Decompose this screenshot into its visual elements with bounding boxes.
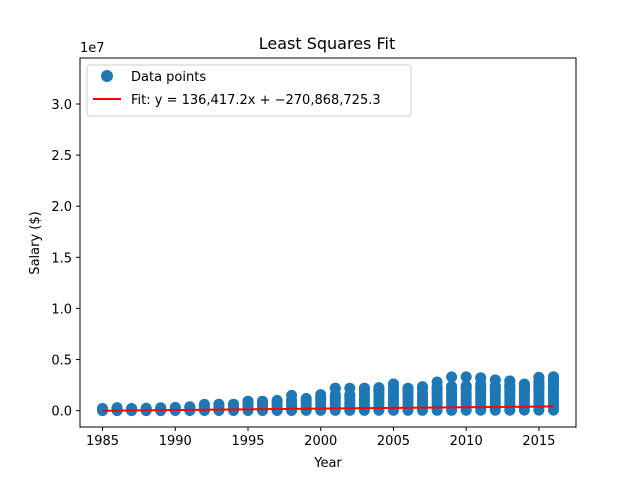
y-tick-label: 2.5 [51,149,72,164]
data-point [460,383,472,395]
data-point [504,383,516,395]
data-point [446,384,458,396]
data-point [475,372,487,384]
data-point [358,382,370,394]
x-tick-label: 2000 [304,434,337,449]
x-tick-label: 1995 [231,434,264,449]
x-axis-label: Year [313,456,342,471]
x-tick-label: 1990 [159,434,192,449]
data-point [518,384,530,396]
data-point [169,401,181,413]
y-tick-label: 3.0 [51,98,72,113]
data-point [475,383,487,395]
y-tick-label: 2.0 [51,200,72,215]
data-point [388,378,399,390]
y-tick-label: 0.5 [51,354,72,369]
y-tick-label: 1.0 [51,302,72,317]
legend: Data points Fit: y = 136,417.2x + −270,8… [86,64,412,117]
legend-points-label: Data points [131,70,206,85]
data-point [417,382,428,394]
y-axis-label: Salary ($) [28,211,43,274]
data-point [315,389,327,401]
data-point [126,403,138,414]
data-point [140,402,152,414]
y-axis: 0.0 0.5 1.0 1.5 2.0 2.5 3.0 [51,98,80,420]
y-offset-label: 1e7 [80,41,105,56]
data-point [271,394,283,406]
data-point [300,393,312,404]
data-point [286,389,298,401]
data-point [111,402,123,414]
data-point [213,398,225,410]
legend-fit-label: Fit: y = 136,417.2x + −270,868,725.3 [131,93,381,108]
legend-point-marker [101,70,113,82]
legend-box [86,64,412,117]
fit-line [102,405,554,412]
y-tick-label: 0.0 [51,405,72,420]
data-point [373,384,385,396]
data-point [257,395,268,407]
x-tick-label: 2005 [377,434,410,449]
data-point [402,384,414,396]
data-point [460,371,472,383]
x-tick-label: 2015 [522,434,555,449]
data-point [155,402,167,414]
data-point [344,382,356,394]
plot-frame [79,57,577,428]
data-point [329,382,341,394]
data-point [228,398,239,410]
chart-title: Least Squares Fit [259,34,395,53]
data-point [533,381,545,393]
fit-layer [102,405,554,412]
data-point [489,384,501,396]
x-tick-label: 2010 [450,434,483,449]
data-point [97,403,108,414]
data-point [198,398,210,410]
data-point [446,371,458,383]
data-point [431,385,443,397]
x-axis: 1985 1990 1995 2000 2005 2010 2015 [86,427,555,449]
data-point [548,379,559,391]
x-tick-label: 1985 [86,434,119,449]
y-tick-label: 1.5 [51,251,72,266]
data-point [242,395,254,407]
